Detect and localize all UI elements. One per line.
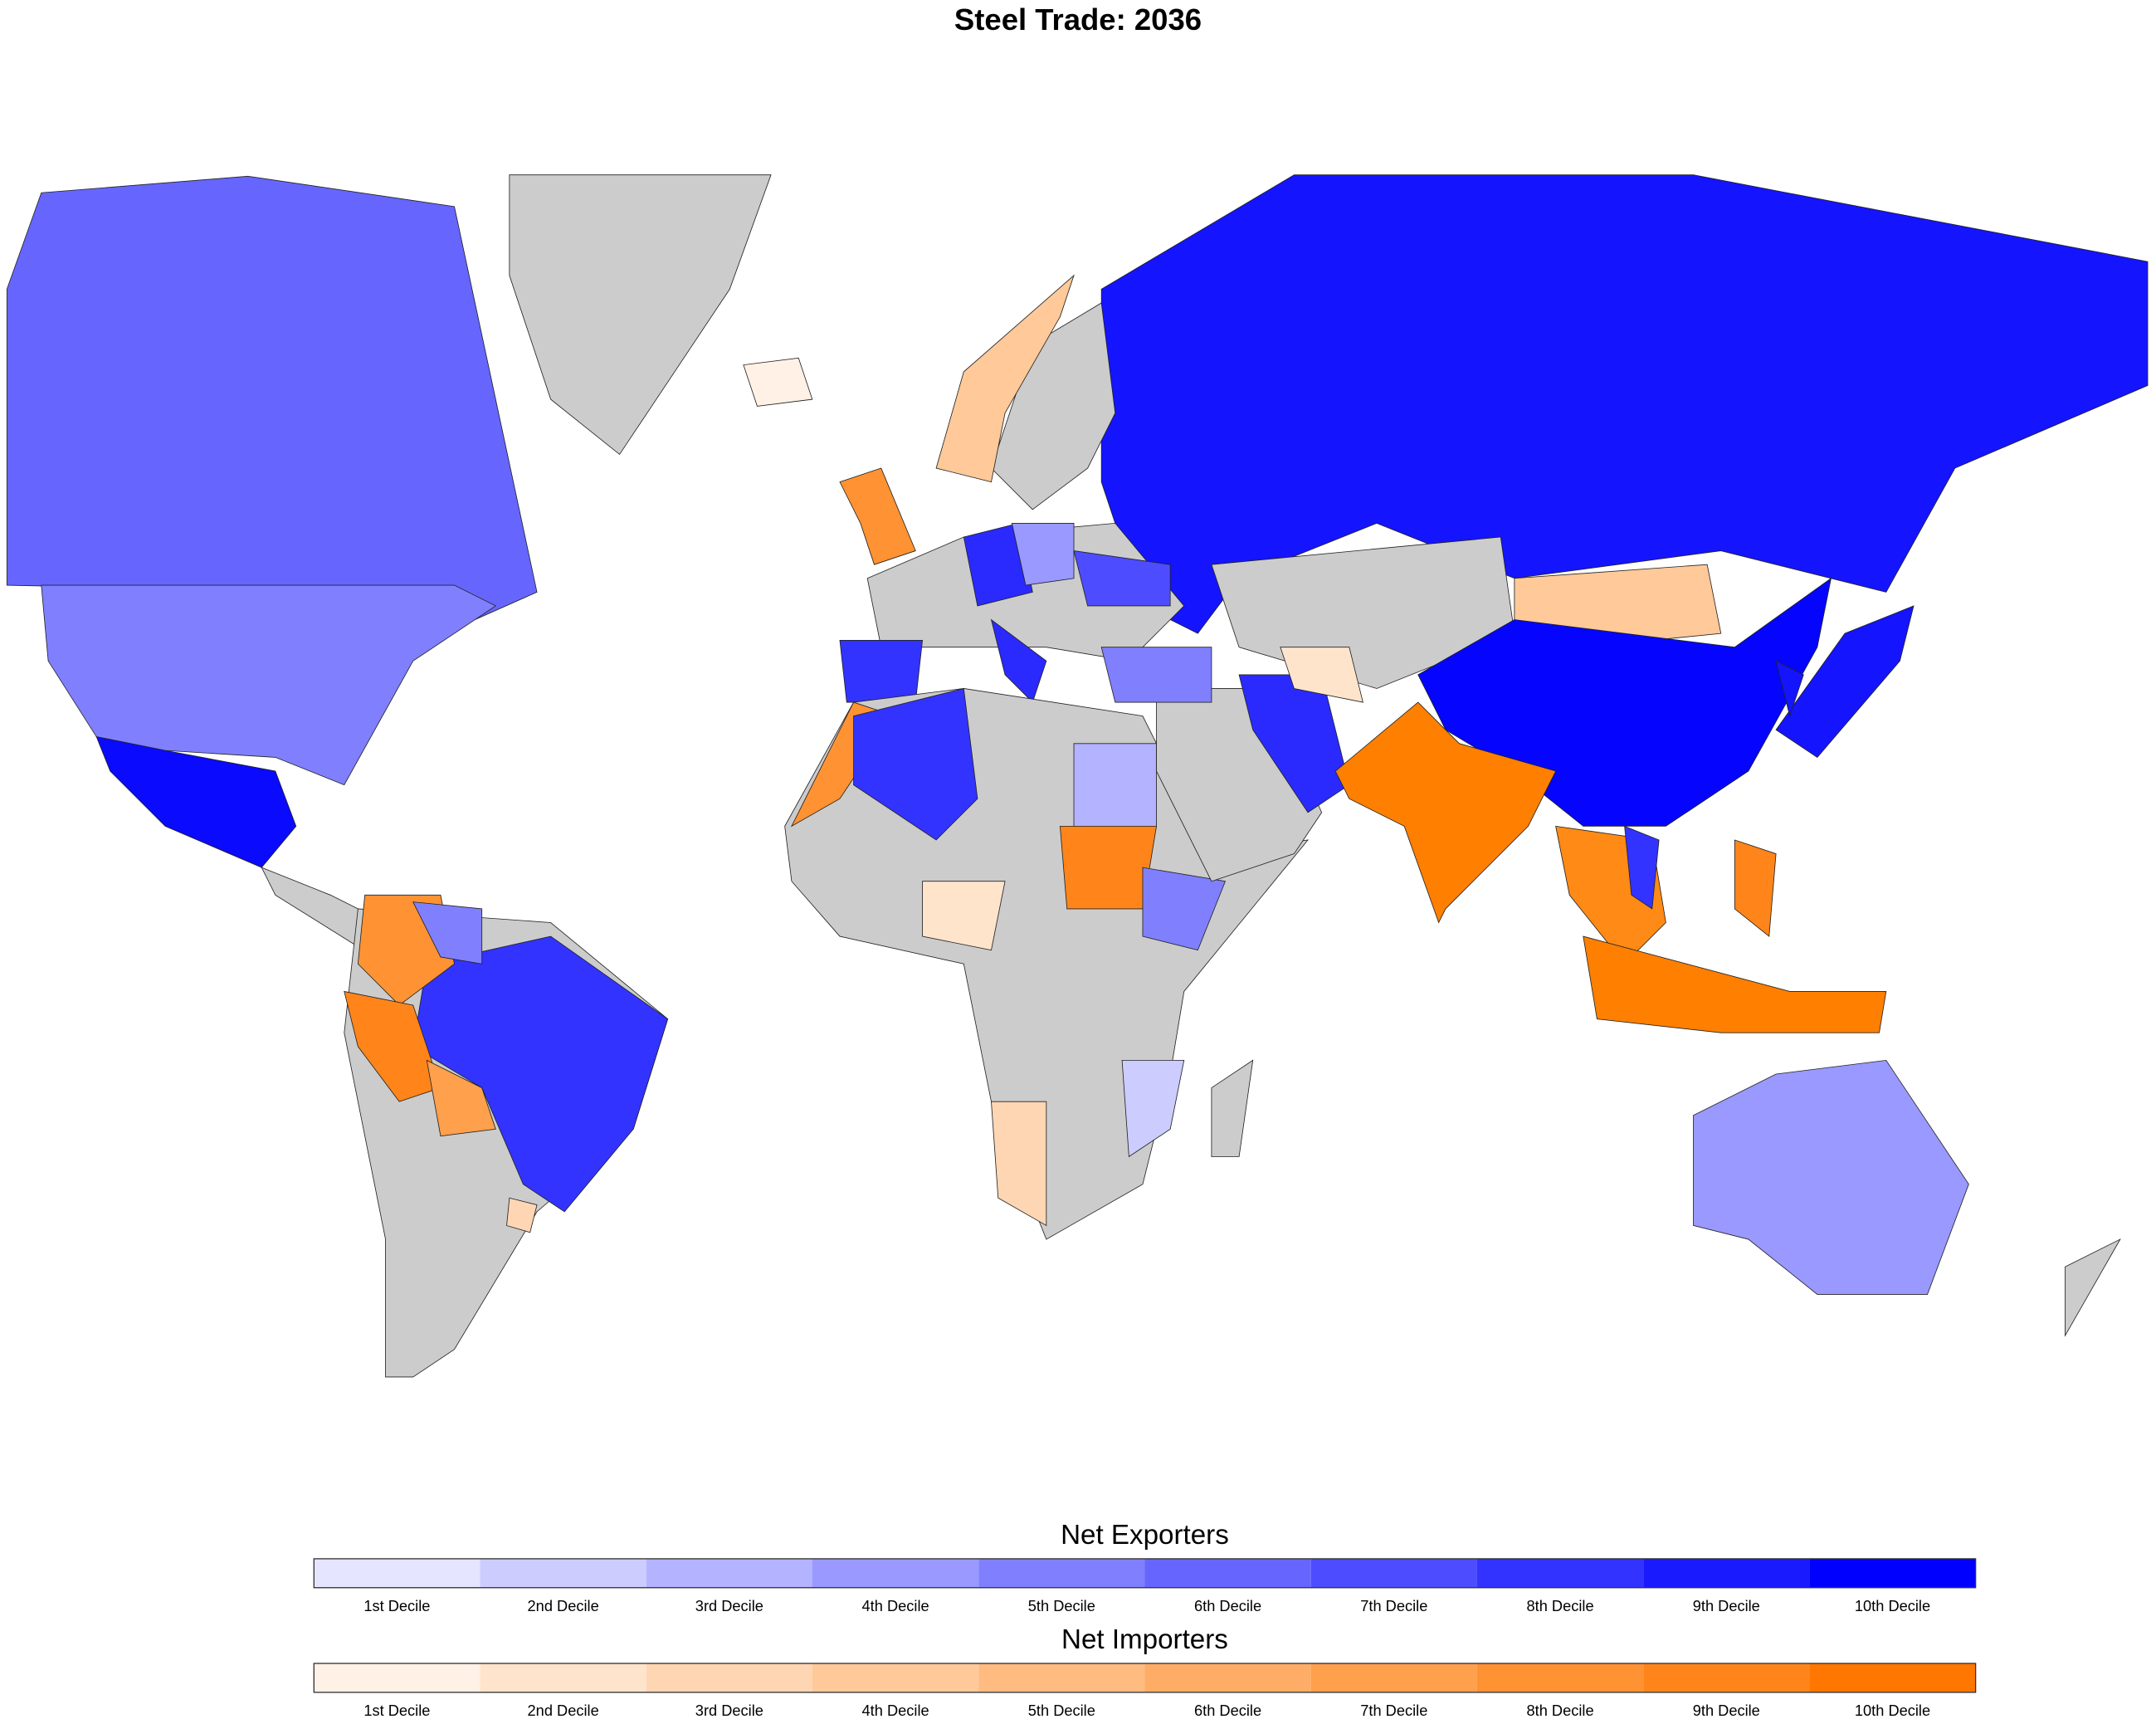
- legend-swatch: [646, 1663, 812, 1692]
- legend-label: 5th Decile: [1028, 1597, 1095, 1614]
- legend-label: 1st Decile: [363, 1702, 430, 1719]
- legend-label: 1st Decile: [363, 1597, 430, 1614]
- legend-swatch: [646, 1558, 812, 1588]
- legend-swatch: [978, 1663, 1145, 1692]
- region: [1775, 605, 1915, 758]
- legend-label: 6th Decile: [1194, 1597, 1261, 1614]
- region: [1073, 743, 1157, 827]
- region: [922, 881, 1006, 951]
- region: [1280, 647, 1363, 703]
- legend-label: 9th Decile: [1693, 1597, 1760, 1614]
- region: [1211, 1059, 1254, 1157]
- region: [991, 1101, 1047, 1227]
- region: [1059, 825, 1158, 910]
- legend-label: 8th Decile: [1526, 1702, 1593, 1719]
- legend-swatch: [314, 1663, 480, 1692]
- legend-label: 9th Decile: [1693, 1702, 1760, 1719]
- region: [1775, 660, 1804, 718]
- legend-swatch: [1476, 1663, 1644, 1692]
- map-title: Steel Trade: 2036: [954, 2, 1202, 37]
- legend-swatch: [480, 1558, 646, 1588]
- region: [412, 901, 483, 965]
- legend-label: 8th Decile: [1526, 1597, 1593, 1614]
- legend-swatch: [1144, 1663, 1311, 1692]
- region: [1073, 550, 1171, 607]
- region: [1693, 1059, 1969, 1295]
- region: [963, 522, 1033, 607]
- legend-label: 4th Decile: [862, 1597, 929, 1614]
- region: [344, 990, 441, 1102]
- legend-label: 6th Decile: [1194, 1702, 1261, 1719]
- legend-title: Net Importers: [1061, 1624, 1228, 1655]
- legend-label: 2nd Decile: [528, 1702, 599, 1719]
- legends: Net Exporters 1st Decile 2nd Decile 3rd Dec…: [313, 1520, 1977, 1719]
- region: [1624, 825, 1660, 910]
- region: [1734, 839, 1777, 937]
- legend-frame: [313, 1558, 1977, 1589]
- legend-swatch: [1476, 1558, 1644, 1588]
- legend-swatch: [1809, 1663, 1976, 1692]
- legend-label: 7th Decile: [1360, 1597, 1427, 1614]
- legend-label: 3rd Decile: [695, 1597, 763, 1614]
- region: [41, 584, 497, 786]
- region: [1121, 1059, 1185, 1158]
- legend-label: 5th Decile: [1028, 1702, 1095, 1719]
- legend-label: 7th Decile: [1360, 1702, 1427, 1719]
- legend-label: 10th Decile: [1855, 1702, 1930, 1719]
- region: [1142, 867, 1227, 951]
- legend-title: Net Exporters: [1061, 1520, 1229, 1551]
- legend-label: 4th Decile: [862, 1702, 929, 1719]
- legend-label: 10th Decile: [1855, 1597, 1930, 1614]
- region: [935, 274, 1075, 483]
- region: [6, 175, 538, 648]
- legend-swatch: [1809, 1558, 1976, 1588]
- legend-swatch: [812, 1558, 979, 1588]
- region: [426, 1059, 496, 1137]
- region: [95, 735, 297, 868]
- legend-label: 2nd Decile: [528, 1597, 599, 1614]
- region: [506, 1197, 538, 1233]
- region: [509, 174, 772, 456]
- legend-swatch: [314, 1558, 480, 1588]
- legend-swatch: [1144, 1558, 1311, 1588]
- region: [853, 687, 978, 841]
- region: [1100, 647, 1212, 703]
- region: [412, 935, 669, 1213]
- legend-swatch: [1643, 1663, 1810, 1692]
- legend-frame: [313, 1663, 1977, 1693]
- world-map: [6, 174, 2149, 1378]
- legend-swatch: [480, 1663, 646, 1692]
- legend-label: 3rd Decile: [695, 1702, 763, 1719]
- legend-swatch: [1643, 1558, 1810, 1588]
- legend-swatch: [978, 1558, 1145, 1588]
- region: [1011, 522, 1075, 586]
- region: [839, 467, 916, 565]
- region: [2065, 1238, 2121, 1337]
- region: [1583, 935, 1887, 1033]
- region: [1334, 701, 1557, 924]
- region: [839, 639, 924, 703]
- region: [743, 357, 813, 407]
- legend-swatch: [1310, 1663, 1477, 1692]
- legend-swatch: [1310, 1558, 1477, 1588]
- legend-swatch: [812, 1663, 979, 1692]
